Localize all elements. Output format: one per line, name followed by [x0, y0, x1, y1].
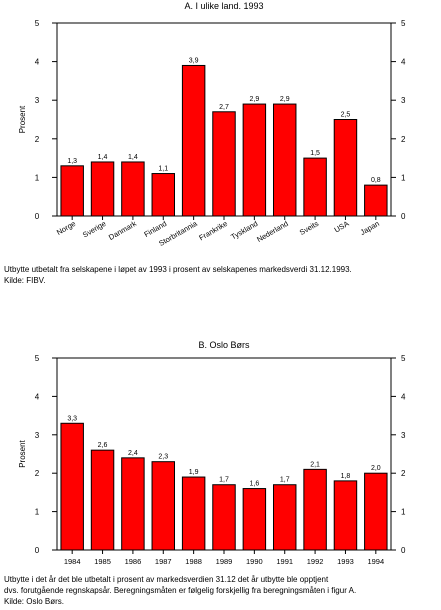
chart-b-ytick-label-right: 1 [401, 508, 406, 517]
chart-b-bar [242, 488, 267, 551]
chart-b-data-label: 2,1 [310, 461, 320, 468]
chart-b-ytick-label-right: 2 [401, 469, 406, 478]
chart-a-ytick-label-right: 3 [401, 96, 406, 105]
chart-a-ytick-label-left: 2 [35, 135, 40, 144]
chart-b-category-label: 1989 [216, 557, 233, 566]
chart-b-data-label: 2,0 [371, 465, 381, 472]
chart-a-ytick-label-left: 5 [35, 19, 40, 28]
chart-a-title: A. I ulike land. 1993 [184, 1, 263, 11]
chart-a-ytick-label-right: 4 [401, 58, 406, 67]
chart-a-bar [364, 184, 388, 217]
chart-a-bar [333, 119, 358, 217]
chart-a-bar [272, 103, 297, 217]
chart-a-category-label: Danmark [107, 219, 138, 242]
chart-a-ytick-label-left: 4 [35, 58, 40, 67]
chart-a-data-label: 1,5 [310, 150, 320, 157]
chart-b-bar [151, 461, 176, 551]
chart-b-ylabel: Prosent [18, 439, 27, 467]
chart-a-bar [60, 165, 84, 217]
chart-b-bar [90, 449, 115, 551]
chart-a-data-label: 2,5 [341, 112, 351, 119]
chart-a-data-label: 1,1 [158, 166, 168, 173]
chart-a-ytick-label-left: 0 [35, 212, 40, 221]
chart-b-data-label: 1,7 [280, 477, 290, 484]
chart-a-data-label: 2,7 [219, 104, 229, 111]
chart-b-category-label: 1984 [64, 557, 81, 566]
chart-b-bar [303, 468, 327, 551]
chart-a-data-label: 2,9 [249, 96, 259, 103]
chart-a-bar [303, 157, 327, 217]
chart-b-ytick-label-left: 1 [35, 508, 40, 517]
chart-b-bar [272, 484, 297, 551]
chart-b-category-label: 1994 [367, 557, 384, 566]
chart-a-ytick-label-right: 1 [401, 173, 406, 182]
chart-b-bar [181, 476, 206, 551]
chart-b-ytick-label-right: 3 [401, 431, 406, 440]
chart-b-data-label: 1,8 [341, 473, 351, 480]
chart-a-category-label: Frankrike [197, 219, 229, 242]
chart-b-ytick-label-right: 0 [401, 546, 406, 555]
chart-a-ytick-label-right: 0 [401, 212, 406, 221]
chart-b-ytick-label-left: 2 [35, 469, 40, 478]
chart-a-bar [212, 111, 236, 217]
chart-b-category-label: 1985 [94, 557, 111, 566]
chart-a-ytick-label-left: 1 [35, 173, 40, 182]
chart-b-data-label: 3,3 [67, 415, 77, 422]
chart-b-bar [121, 457, 145, 551]
chart-a-ytick-label-right: 2 [401, 135, 406, 144]
chart-a-ylabel: Prosent [18, 105, 27, 133]
chart-b-category-label: 1987 [155, 557, 172, 566]
chart-a-data-label: 1,4 [98, 154, 108, 161]
chart-b-data-label: 1,6 [249, 481, 259, 488]
chart-a-category-label: Japan [359, 219, 381, 237]
chart-b-ytick-label-left: 3 [35, 431, 40, 440]
chart-a-ytick-label-right: 5 [401, 19, 406, 28]
chart-a-bar [151, 173, 176, 217]
chart-b-bar [364, 472, 388, 551]
chart-a-data-label: 2,9 [280, 96, 290, 103]
chart-b-ytick-label-left: 0 [35, 546, 40, 555]
chart-b-category-label: 1990 [246, 557, 263, 566]
chart-a-data-label: 0,8 [371, 177, 381, 184]
chart-a-bar [121, 161, 145, 217]
chart-a-category-label: Norge [55, 219, 77, 237]
chart-a-data-label: 3,9 [189, 57, 199, 64]
chart-b-category-label: 1986 [125, 557, 142, 566]
chart-a-category-label: Tyskland [229, 219, 259, 242]
chart-a-category-label: Sveits [298, 219, 320, 237]
chart-b-ytick-label-right: 5 [401, 354, 406, 363]
chart-b-category-label: 1992 [307, 557, 324, 566]
chart-a-data-label: 1,4 [128, 154, 138, 161]
chart-a-bar [242, 103, 267, 217]
chart-b-bar [212, 484, 236, 551]
chart-b-category-label: 1991 [276, 557, 293, 566]
chart-b-data-label: 1,9 [189, 469, 199, 476]
chart-b-data-label: 2,6 [98, 442, 108, 449]
chart-b-data-label: 2,3 [158, 454, 168, 461]
chart-b-data-label: 1,7 [219, 477, 229, 484]
chart-b-ytick-label-left: 5 [35, 354, 40, 363]
chart-b-title: B. Oslo Børs [198, 340, 250, 350]
chart-b-category-label: 1988 [185, 557, 202, 566]
chart-b-ytick-label-right: 4 [401, 392, 406, 401]
chart-b-data-label: 2,4 [128, 450, 138, 457]
chart-a-category-label: USA [333, 219, 351, 235]
chart-a-note: Utbytte utbetalt fra selskapene i løpet … [4, 265, 352, 285]
chart-a-data-label: 1,3 [67, 158, 77, 165]
chart-a-category-label: Nederland [255, 219, 289, 244]
chart-b-bar [60, 422, 84, 551]
chart-b-ytick-label-left: 4 [35, 392, 40, 401]
chart-b-bar [333, 480, 358, 551]
chart-a-bar [181, 64, 206, 217]
chart-a-ytick-label-left: 3 [35, 96, 40, 105]
chart-b-category-label: 1993 [337, 557, 354, 566]
chart-a-bar [90, 161, 115, 217]
chart-a-category-label: Sverige [81, 219, 108, 240]
chart-b-note: Utbytte i det år det ble utbetalt i pros… [4, 575, 357, 606]
